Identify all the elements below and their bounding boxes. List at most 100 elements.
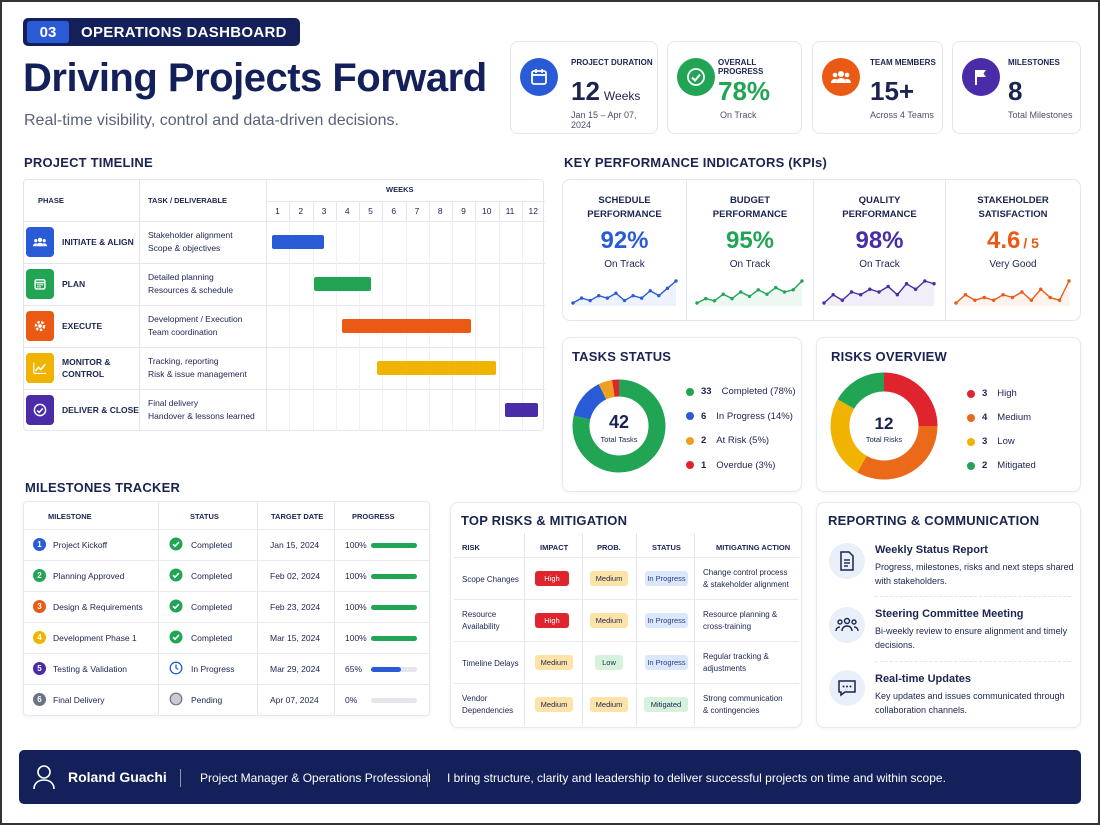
stat-card-progress: OVERALL PROGRESS 78% On Track xyxy=(667,41,802,134)
risks-table: RISK IMPACT PROB. STATUS MITIGATING ACTI… xyxy=(454,533,799,726)
milestone-date: Feb 23, 2024 xyxy=(270,602,321,612)
gantt-bar[interactable] xyxy=(504,403,539,417)
sparkline-point xyxy=(695,301,699,305)
week-label: 5 xyxy=(368,206,373,216)
calendar-icon xyxy=(520,58,558,96)
stat-value: 8 xyxy=(1008,76,1023,106)
donut-slice xyxy=(830,399,868,473)
phase-name: DELIVER & CLOSE xyxy=(62,405,139,415)
tasks-status-card: TASKS STATUS 42 Total Tasks 33 Completed … xyxy=(562,337,802,492)
sparkline-point xyxy=(782,290,787,294)
week-label: 3 xyxy=(321,206,327,216)
phase-task: Development / Execution Team coordination xyxy=(148,314,243,337)
gantt-bar[interactable] xyxy=(376,361,497,375)
kpi-title: QUALITY PERFORMANCE xyxy=(842,195,917,220)
milestone-date: Mar 29, 2024 xyxy=(270,664,321,674)
legend-item: 1 Overdue (3%) xyxy=(686,460,775,471)
kpi-card: SCHEDULE PERFORMANCE 92% On Track xyxy=(562,179,687,321)
stat-value: 15+ xyxy=(870,76,915,106)
sparkline-point xyxy=(739,290,743,294)
milestone-number: 1 xyxy=(33,538,46,551)
sparkline-point xyxy=(756,288,760,292)
sparkline-point xyxy=(588,298,592,303)
report-item-desc: Key updates and issues communicated thro… xyxy=(875,691,1065,715)
sparkline-point xyxy=(877,290,881,294)
footer-bar: Roland Guachi Project Manager & Operatio… xyxy=(19,750,1081,804)
sparkline-point xyxy=(831,293,835,297)
legend-item: 3 Low xyxy=(967,436,1015,447)
check-badge-icon xyxy=(26,395,54,425)
badge-label: OPERATIONS DASHBOARD xyxy=(81,23,287,41)
sparkline-point xyxy=(639,296,644,300)
page-subtitle: Real-time visibility, control and data-d… xyxy=(24,112,399,129)
probability-badge: Low xyxy=(595,655,623,670)
sparkline-point xyxy=(973,298,977,302)
col-status: STATUS xyxy=(652,543,681,552)
donut-slice xyxy=(837,372,885,410)
donut-slice xyxy=(857,425,938,480)
sparkline-point xyxy=(858,293,863,297)
sparkline-point xyxy=(886,284,890,289)
badge-number: 03 xyxy=(27,21,69,43)
milestones-title: MILESTONES TRACKER xyxy=(25,480,181,495)
stat-value: 12 Weeks xyxy=(571,76,641,106)
milestone-number: 3 xyxy=(33,600,46,613)
milestone-progress: 100% xyxy=(345,540,367,550)
pending-icon xyxy=(169,692,183,711)
gantt-bar[interactable] xyxy=(341,319,471,333)
progress-bar xyxy=(371,667,417,672)
report-item-title: Weekly Status Report xyxy=(875,544,988,556)
sparkline-point xyxy=(982,295,986,300)
risks-total: 12 xyxy=(874,414,894,433)
gantt-bar[interactable] xyxy=(313,277,371,291)
footer-tagline: I bring structure, clarity and leadershi… xyxy=(447,771,946,785)
stat-sub: Jan 15 – Apr 07, 2024 xyxy=(571,110,637,130)
milestone-number: 2 xyxy=(33,569,46,582)
tasks-total: 42 xyxy=(608,412,630,432)
sparkline-point xyxy=(712,299,717,303)
sparkline-point xyxy=(1020,290,1024,294)
sparkline-point xyxy=(579,296,584,300)
legend-item: 2 At Risk (5%) xyxy=(686,435,769,446)
week-label: 2 xyxy=(298,206,304,216)
col-phase: PHASE xyxy=(38,196,64,205)
kpi-title: SCHEDULE PERFORMANCE xyxy=(587,195,662,220)
impact-badge: High xyxy=(535,613,569,628)
milestone-name: Development Phase 1 xyxy=(53,633,137,643)
col-impact: IMPACT xyxy=(540,543,569,552)
donut-slice xyxy=(883,372,938,427)
sparkline-point xyxy=(895,293,900,297)
sparkline-point xyxy=(657,293,661,298)
impact-badge: Medium xyxy=(535,697,573,712)
sparkline-point xyxy=(868,287,872,291)
sparkline-point xyxy=(704,296,708,301)
tasks-donut-chart xyxy=(572,379,666,473)
week-label: 11 xyxy=(505,206,515,216)
status-badge: In Progress xyxy=(645,613,688,628)
milestone-progress: 100% xyxy=(345,602,367,612)
kpi-status: On Track xyxy=(604,259,645,270)
progress-bar xyxy=(371,574,417,579)
team-icon xyxy=(26,227,54,257)
week-label: 9 xyxy=(461,206,466,216)
phase-name: MONITOR & CONTROL xyxy=(62,357,111,379)
document-icon xyxy=(829,543,865,579)
gantt-bar[interactable] xyxy=(272,235,325,249)
kpi-sparkline xyxy=(695,279,804,306)
user-icon xyxy=(33,764,55,795)
kpi-card: STAKEHOLDER SATISFACTION 4.6/ 5 Very Good xyxy=(946,179,1081,321)
kpi-status: On Track xyxy=(729,259,771,270)
milestone-name: Final Delivery xyxy=(53,695,105,705)
stat-label: MILESTONES xyxy=(1008,58,1060,67)
kpi-card: QUALITY PERFORMANCE 98% On Track xyxy=(814,179,946,321)
milestone-date: Jan 15, 2024 xyxy=(270,540,320,550)
legend-item: 4 Medium xyxy=(967,412,1031,423)
sparkline-point xyxy=(674,279,678,283)
stat-sub: Total Milestones xyxy=(1008,110,1073,120)
probability-badge: Medium xyxy=(590,697,628,712)
mitigating-action: Regular tracking & adjustments xyxy=(703,652,769,673)
mitigating-action: Resource planning & cross-training xyxy=(703,610,778,631)
kpi-value: 95% xyxy=(725,227,775,254)
